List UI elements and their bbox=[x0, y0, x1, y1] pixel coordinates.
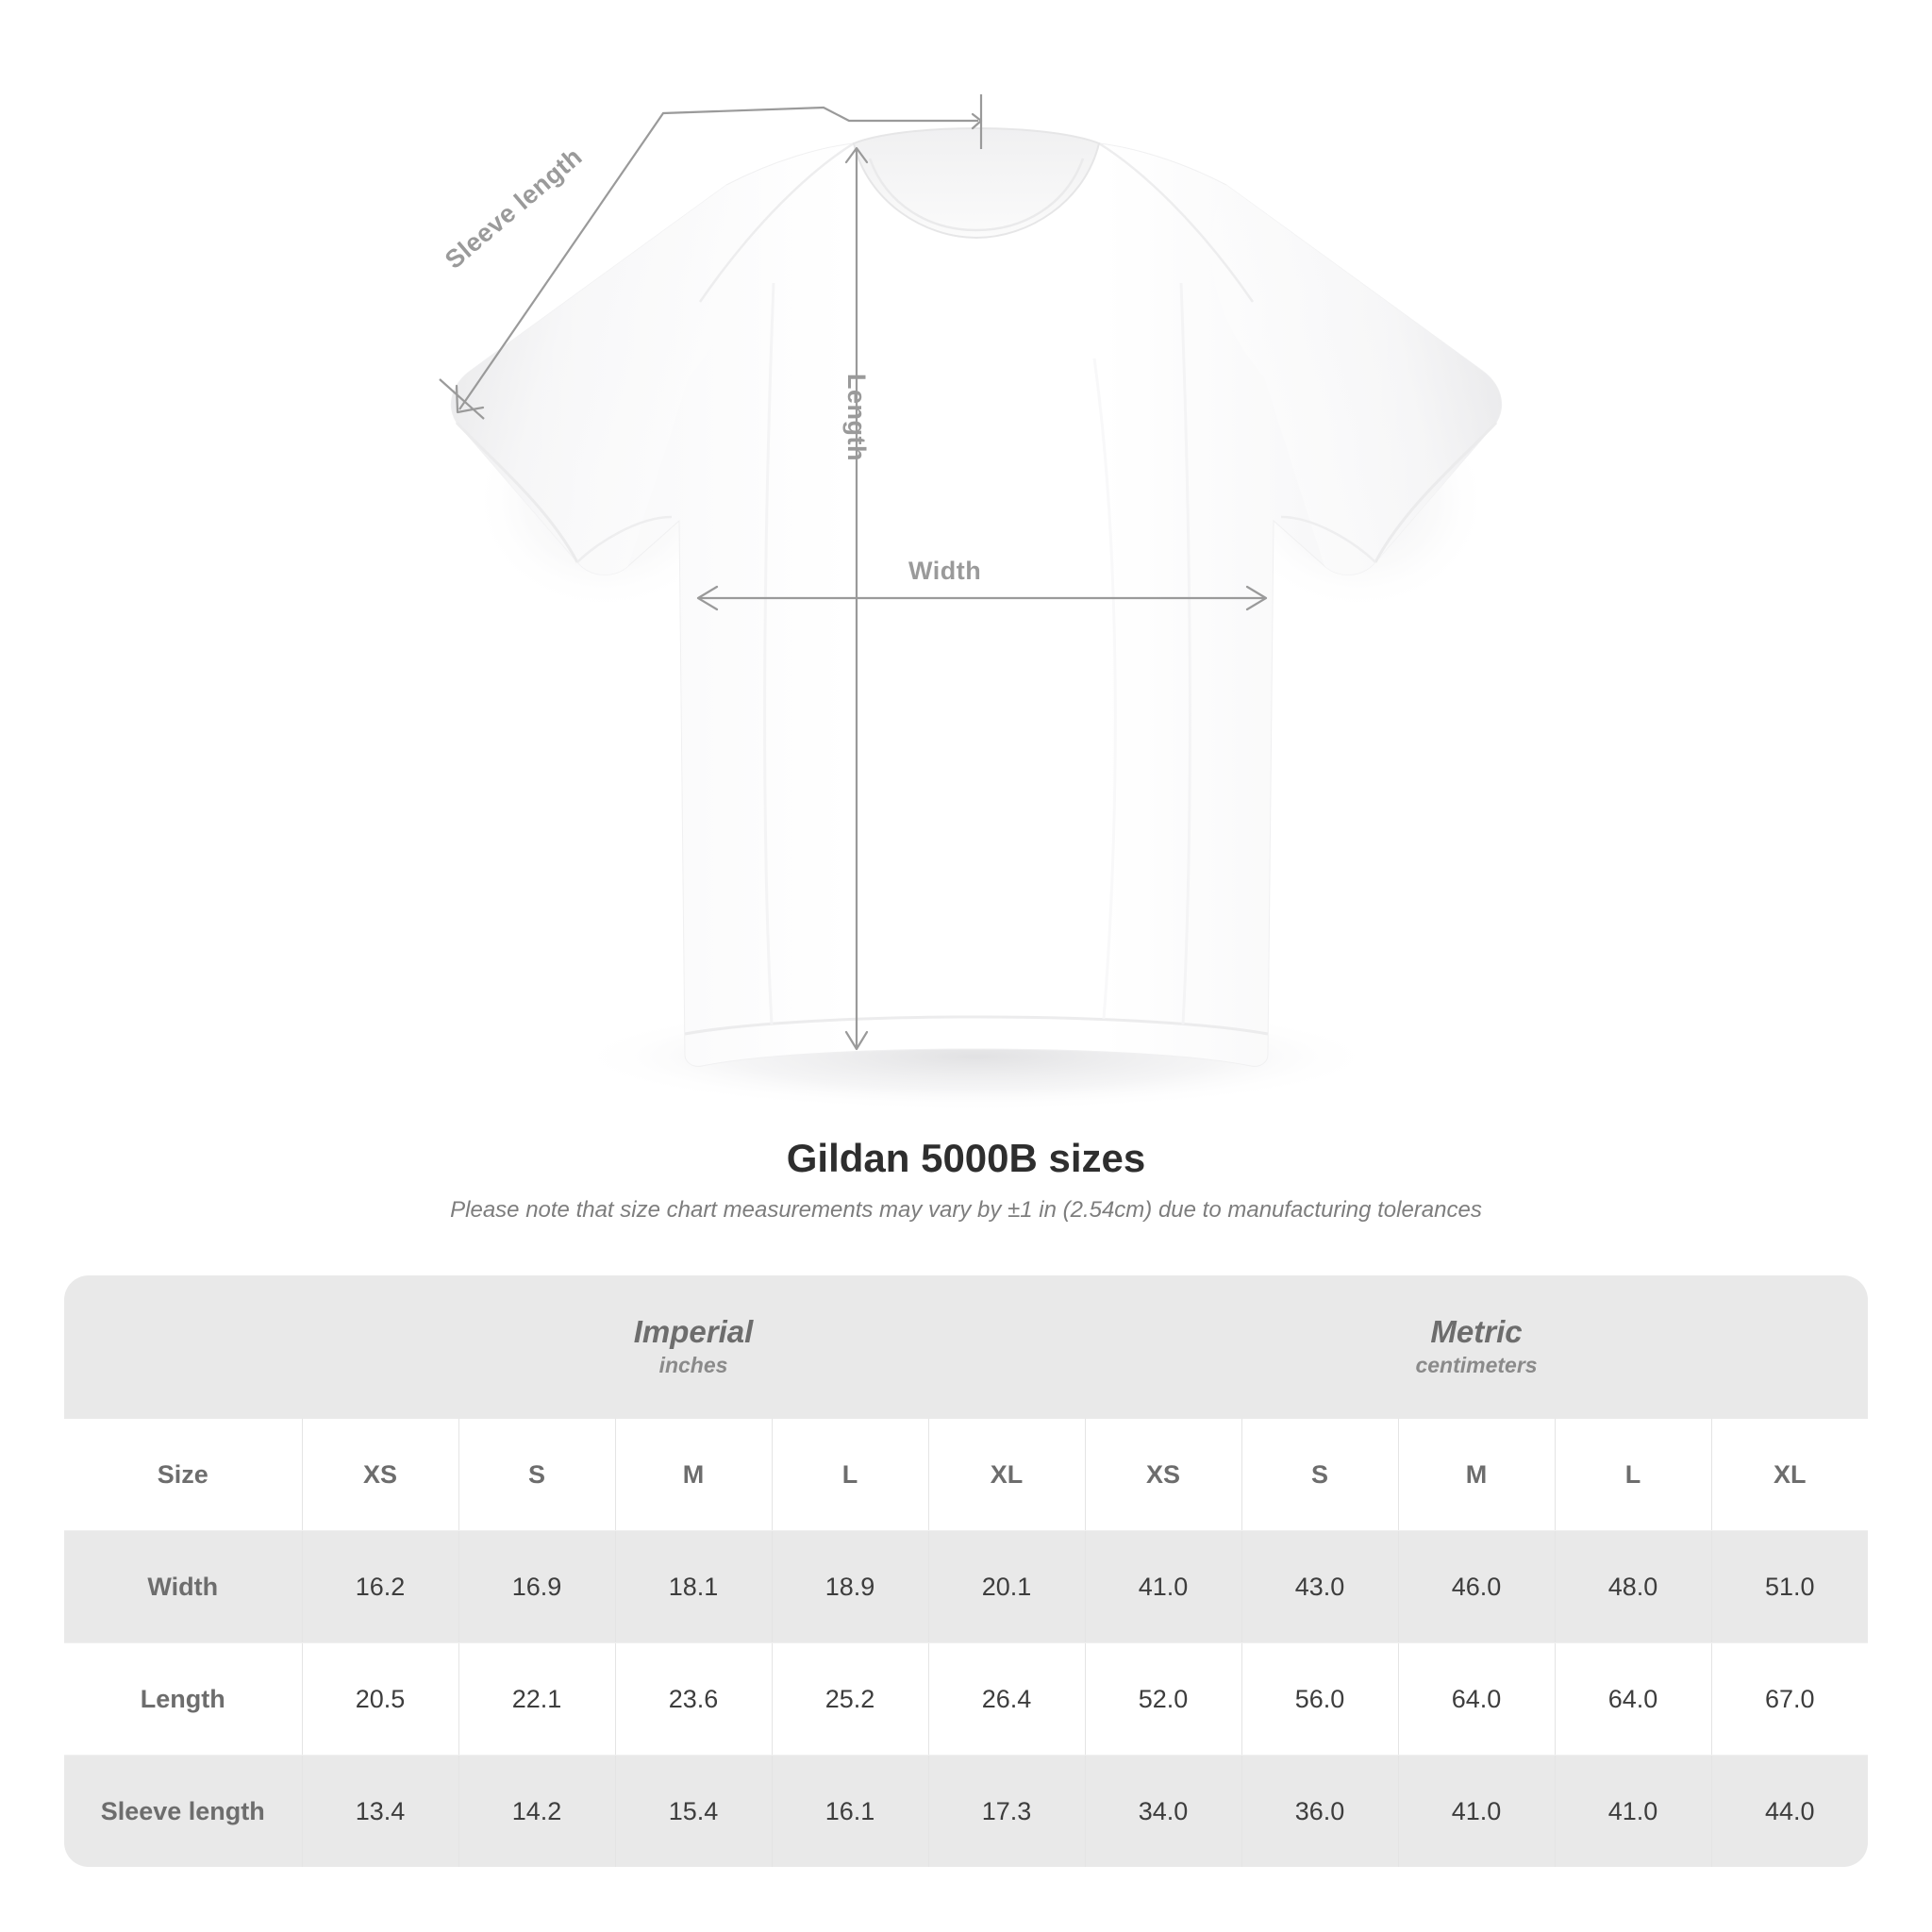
cell-length-metric-xs: 52.0 bbox=[1085, 1642, 1242, 1756]
row-header-length: Length bbox=[64, 1642, 303, 1756]
unit-header-spacer bbox=[64, 1275, 302, 1419]
cell-length-imperial-m: 23.6 bbox=[615, 1642, 773, 1756]
column-header-imperial-s: S bbox=[458, 1419, 616, 1531]
cell-width-metric-xs: 41.0 bbox=[1085, 1530, 1242, 1643]
cell-width-metric-s: 43.0 bbox=[1241, 1530, 1399, 1643]
cell-sleeve-imperial-s: 14.2 bbox=[458, 1755, 616, 1867]
cell-length-imperial-xl: 26.4 bbox=[928, 1642, 1086, 1756]
cell-length-metric-s: 56.0 bbox=[1241, 1642, 1399, 1756]
row-header-width: Width bbox=[64, 1530, 303, 1643]
table-row: Sleeve length 13.4 14.2 15.4 16.1 17.3 3… bbox=[64, 1755, 1869, 1867]
unit-group-imperial: Imperial inches bbox=[302, 1275, 1085, 1419]
tolerance-note: Please note that size chart measurements… bbox=[450, 1197, 1482, 1224]
cell-width-imperial-xl: 20.1 bbox=[928, 1530, 1086, 1643]
cell-width-imperial-xs: 16.2 bbox=[302, 1530, 459, 1643]
unit-group-metric-title: Metric bbox=[1430, 1313, 1523, 1349]
column-header-metric-s: S bbox=[1241, 1419, 1399, 1531]
cell-width-metric-m: 46.0 bbox=[1398, 1530, 1556, 1643]
column-header-imperial-xl: XL bbox=[928, 1419, 1086, 1531]
size-table: Imperial inches Metric centimeters Size … bbox=[64, 1275, 1869, 1867]
column-header-size: Size bbox=[64, 1419, 303, 1531]
tshirt-diagram: Sleeve length Length Width bbox=[439, 94, 1503, 1111]
cell-length-metric-xl: 67.0 bbox=[1711, 1642, 1869, 1756]
cell-length-metric-m: 64.0 bbox=[1398, 1642, 1556, 1756]
row-header-sleeve-length: Sleeve length bbox=[64, 1755, 303, 1867]
cell-sleeve-imperial-l: 16.1 bbox=[772, 1755, 929, 1867]
title-block: Gildan 5000B sizes Please note that size… bbox=[0, 1136, 1932, 1224]
cell-length-metric-l: 64.0 bbox=[1555, 1642, 1712, 1756]
cell-width-imperial-l: 18.9 bbox=[772, 1530, 929, 1643]
measurement-annotations bbox=[439, 94, 1268, 1051]
size-header-row: Size XS S M L XL XS S M L XL bbox=[64, 1419, 1869, 1531]
sleeve-length-dimension bbox=[439, 94, 983, 420]
column-header-metric-xl: XL bbox=[1711, 1419, 1869, 1531]
size-table-container: Imperial inches Metric centimeters Size … bbox=[64, 1275, 1869, 1867]
cell-length-imperial-xs: 20.5 bbox=[302, 1642, 459, 1756]
table-row: Width 16.2 16.9 18.1 18.9 20.1 41.0 43.0… bbox=[64, 1530, 1869, 1643]
column-header-imperial-m: M bbox=[615, 1419, 773, 1531]
cell-width-imperial-m: 18.1 bbox=[615, 1530, 773, 1643]
table-row: Length 20.5 22.1 23.6 25.2 26.4 52.0 56.… bbox=[64, 1642, 1869, 1756]
unit-group-metric: Metric centimeters bbox=[1085, 1275, 1869, 1419]
unit-system-header-row: Imperial inches Metric centimeters bbox=[64, 1275, 1869, 1419]
unit-group-imperial-unit: inches bbox=[658, 1353, 728, 1378]
width-label: Width bbox=[908, 557, 982, 585]
cell-width-metric-xl: 51.0 bbox=[1711, 1530, 1869, 1643]
cell-length-imperial-l: 25.2 bbox=[772, 1642, 929, 1756]
column-header-metric-l: L bbox=[1555, 1419, 1712, 1531]
length-label: Length bbox=[842, 374, 871, 461]
cell-sleeve-metric-s: 36.0 bbox=[1241, 1755, 1399, 1867]
column-header-metric-m: M bbox=[1398, 1419, 1556, 1531]
cell-length-imperial-s: 22.1 bbox=[458, 1642, 616, 1756]
cell-sleeve-metric-l: 41.0 bbox=[1555, 1755, 1712, 1867]
tshirt-silhouette bbox=[450, 126, 1503, 1067]
column-header-metric-xs: XS bbox=[1085, 1419, 1242, 1531]
column-header-imperial-xs: XS bbox=[302, 1419, 459, 1531]
cell-sleeve-metric-m: 41.0 bbox=[1398, 1755, 1556, 1867]
cell-sleeve-imperial-xs: 13.4 bbox=[302, 1755, 459, 1867]
cell-width-metric-l: 48.0 bbox=[1555, 1530, 1712, 1643]
cell-sleeve-metric-xs: 34.0 bbox=[1085, 1755, 1242, 1867]
unit-group-imperial-title: Imperial bbox=[633, 1313, 754, 1349]
cell-sleeve-metric-xl: 44.0 bbox=[1711, 1755, 1869, 1867]
cell-width-imperial-s: 16.9 bbox=[458, 1530, 616, 1643]
width-dimension bbox=[696, 585, 1268, 611]
page-title: Gildan 5000B sizes bbox=[786, 1136, 1146, 1180]
cell-sleeve-imperial-xl: 17.3 bbox=[928, 1755, 1086, 1867]
cell-sleeve-imperial-m: 15.4 bbox=[615, 1755, 773, 1867]
column-header-imperial-l: L bbox=[772, 1419, 929, 1531]
unit-group-metric-unit: centimeters bbox=[1415, 1353, 1538, 1378]
